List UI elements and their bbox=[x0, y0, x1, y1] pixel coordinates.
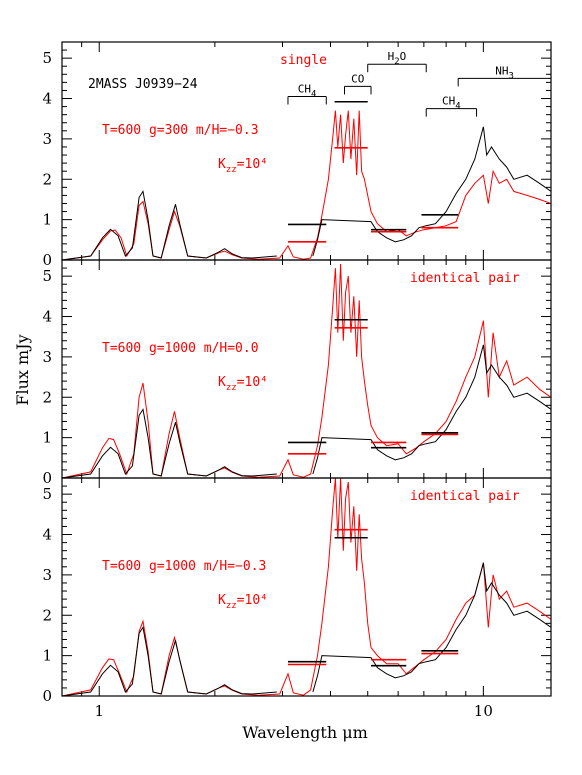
molecular-band-marker: CH4 bbox=[425, 95, 478, 117]
molecular-band-marker: CH4 bbox=[287, 83, 327, 105]
y-axis-title: Flux mJy bbox=[13, 334, 32, 405]
y-tick-label: 2 bbox=[42, 606, 52, 624]
y-tick-label: 1 bbox=[42, 647, 52, 665]
y-tick-label: 4 bbox=[42, 526, 52, 544]
y-tick-label: 3 bbox=[42, 566, 52, 584]
y-tick-label: 1 bbox=[42, 429, 52, 447]
y-tick-label: 3 bbox=[42, 348, 52, 366]
band-label: CH4 bbox=[298, 83, 317, 100]
x-tick-label: 10 bbox=[474, 702, 493, 720]
model-parameters-label: T=600 g=1000 m/H=0.0 bbox=[102, 341, 259, 356]
y-tick-label: 5 bbox=[42, 485, 52, 503]
kzz-label: Kzz=10⁴ bbox=[218, 157, 268, 175]
kzz-label: Kzz=10⁴ bbox=[218, 593, 268, 611]
y-tick-label: 4 bbox=[42, 308, 52, 326]
band-label: NH3 bbox=[495, 64, 514, 81]
band-label: H2O bbox=[388, 50, 407, 67]
y-tick-label: 3 bbox=[42, 130, 52, 148]
object-label: 2MASS J0939−24 bbox=[88, 77, 198, 92]
y-tick-label: 0 bbox=[42, 687, 52, 705]
y-tick-label: 1 bbox=[42, 211, 52, 229]
y-tick-label: 0 bbox=[42, 469, 52, 487]
panel-frame bbox=[61, 477, 552, 697]
molecular-band-marker: H2O bbox=[367, 50, 427, 73]
panel-3: 0 1 2 3 4 5 identical pair T=600 g=1000 m/H=−0.… bbox=[42, 477, 552, 720]
y-tick-label: 0 bbox=[42, 251, 52, 269]
model-parameters-label: T=600 g=1000 m/H=−0.3 bbox=[102, 559, 266, 574]
panel-title: single bbox=[280, 53, 327, 68]
panels-layer: 0 1 2 3 4 5 single T=600 g=300 m/H=−0.3 Kzz=10⁴ 2… bbox=[42, 41, 552, 720]
observed-mir-spectrum-line bbox=[312, 562, 551, 693]
y-tick-label: 2 bbox=[42, 170, 52, 188]
y-tick-label: 2 bbox=[42, 388, 52, 406]
molecular-band-marker: NH3 bbox=[457, 64, 552, 87]
kzz-label: Kzz=10⁴ bbox=[218, 375, 268, 393]
panel-2: 0 1 2 3 4 5 identical pair T=600 g=1000 m/H=0.0… bbox=[42, 259, 552, 487]
y-tick-label: 5 bbox=[42, 267, 52, 285]
y-tick-label: 5 bbox=[42, 49, 52, 67]
molecular-band-marker: CO bbox=[343, 72, 372, 95]
y-tick-label: 4 bbox=[42, 90, 52, 108]
observed-nir-spectrum-line bbox=[62, 626, 277, 696]
x-axis-title: Wavelength μm bbox=[242, 723, 368, 742]
panel-1: 0 1 2 3 4 5 single T=600 g=300 m/H=−0.3 Kzz=10⁴ 2… bbox=[42, 41, 552, 269]
observed-nir-spectrum-line bbox=[62, 408, 277, 478]
band-label: CO bbox=[351, 72, 364, 85]
panel-title: identical pair bbox=[410, 271, 520, 286]
panel-title: identical pair bbox=[410, 489, 520, 504]
model-parameters-label: T=600 g=300 m/H=−0.3 bbox=[102, 123, 259, 138]
observed-nir-spectrum-line bbox=[62, 190, 277, 260]
observed-mir-spectrum-line bbox=[312, 344, 551, 475]
x-tick-label: 1 bbox=[94, 702, 104, 720]
band-label: CH4 bbox=[442, 95, 461, 112]
